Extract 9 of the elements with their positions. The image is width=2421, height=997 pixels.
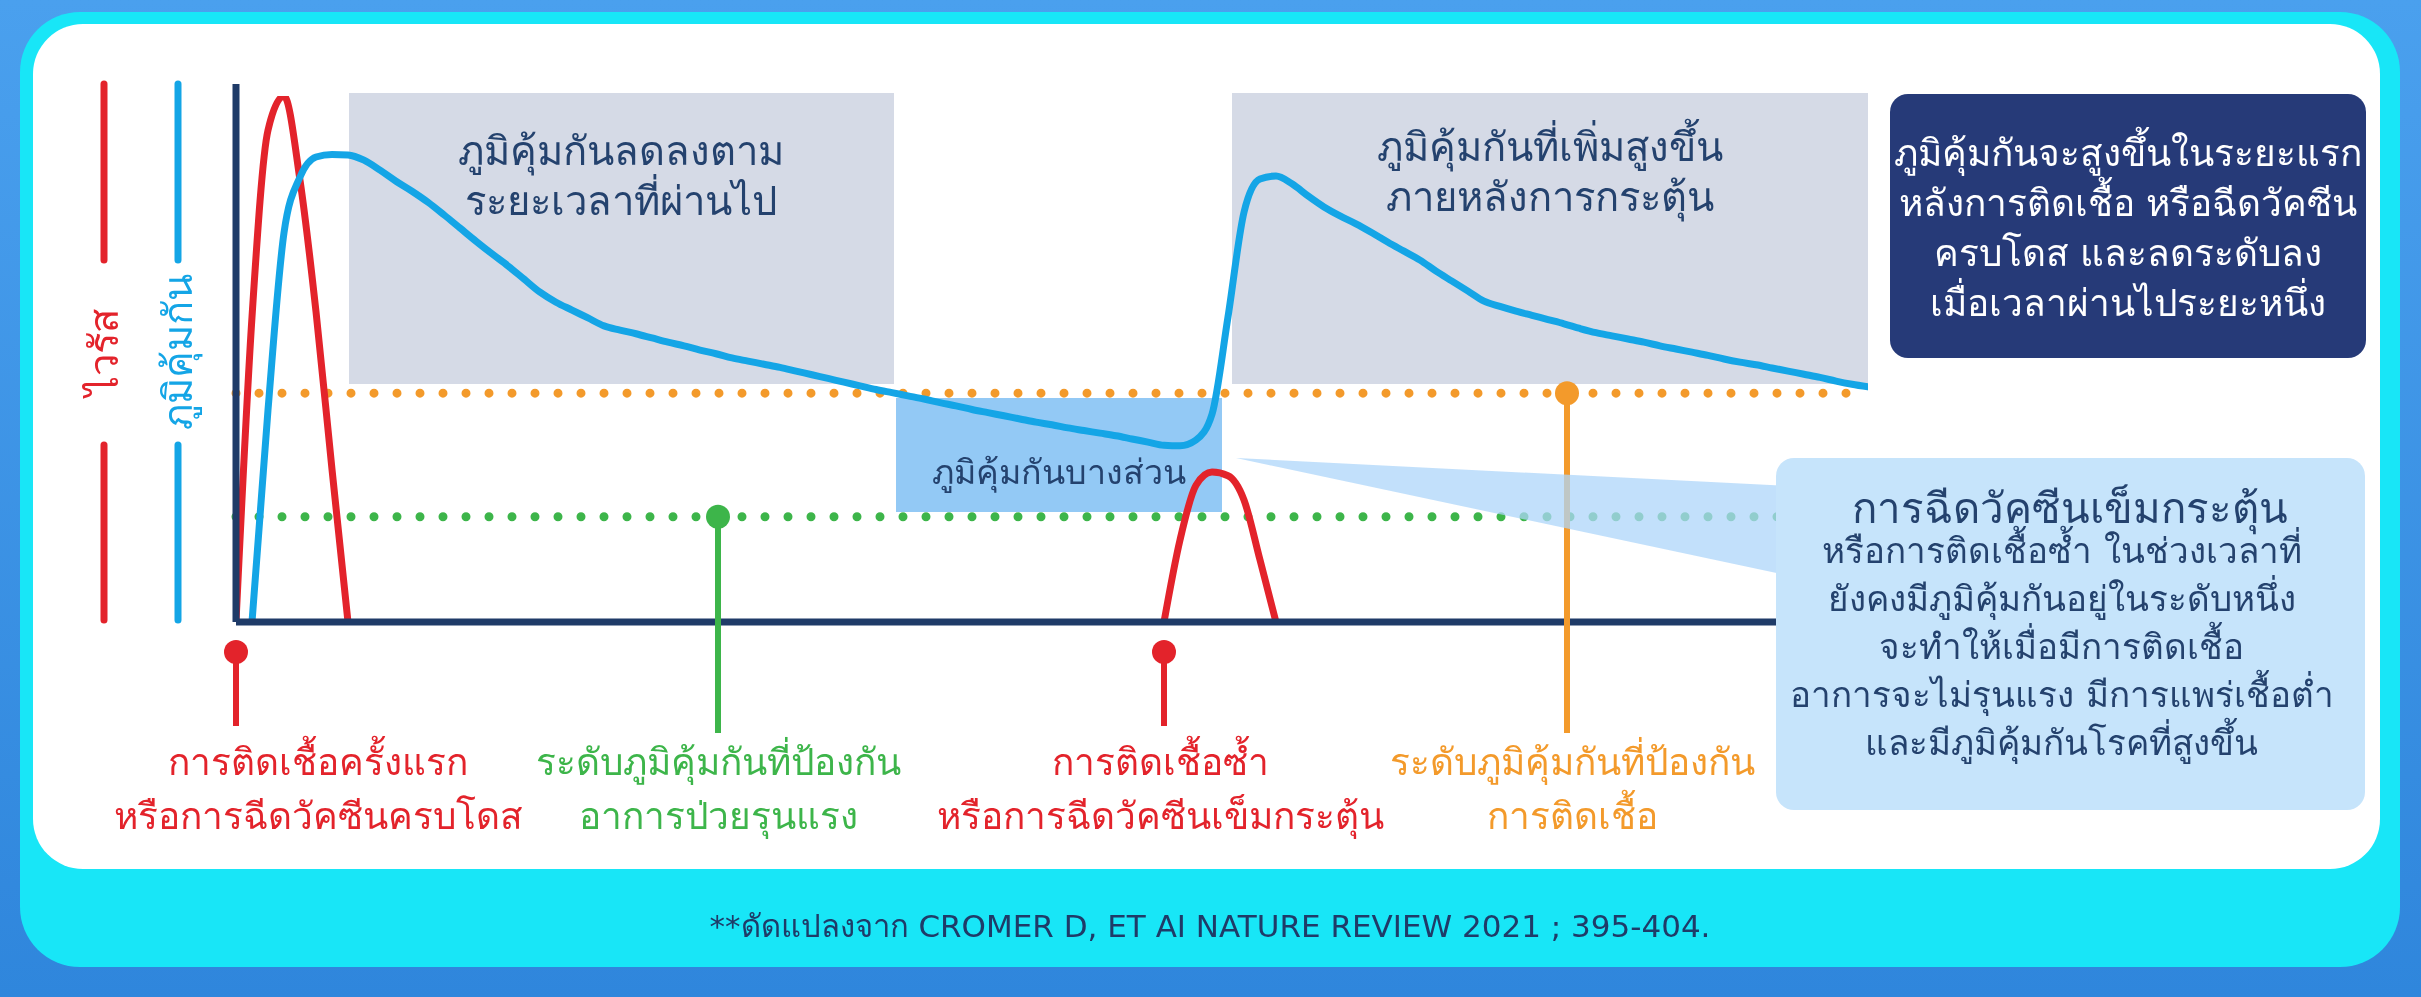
ref-line-label: ระดับภูมิคุ้มกันที่ป้องกัน การติดเชื้อ bbox=[1389, 736, 1755, 840]
text: การติดเชื้อครั้งแรก หรือการฉีดวัคซีนครบโดส bbox=[113, 736, 523, 840]
annotation: ภูมิคุ้มกันบางส่วน bbox=[932, 451, 1186, 494]
ref-line-label: ระดับภูมิคุ้มกันที่ป้องกัน อาการป่วยรุนแรง bbox=[535, 736, 901, 841]
text: ภูมิคุ้มกัน bbox=[155, 274, 203, 430]
text: **ดัดแปลงจาก CROMER D, ET AI NATURE REVIEW 2021 ; 395-404. bbox=[709, 907, 1711, 946]
annotation: ภูมิคุ้มกันลดลงตาม ระยะเวลาที่ผ่านไป bbox=[458, 127, 784, 226]
text: ไวรัส bbox=[81, 308, 127, 399]
text: การติดเชื้อซ้ำ หรือการฉีดวัคซีนเข็มกระตุ้น bbox=[936, 736, 1384, 841]
